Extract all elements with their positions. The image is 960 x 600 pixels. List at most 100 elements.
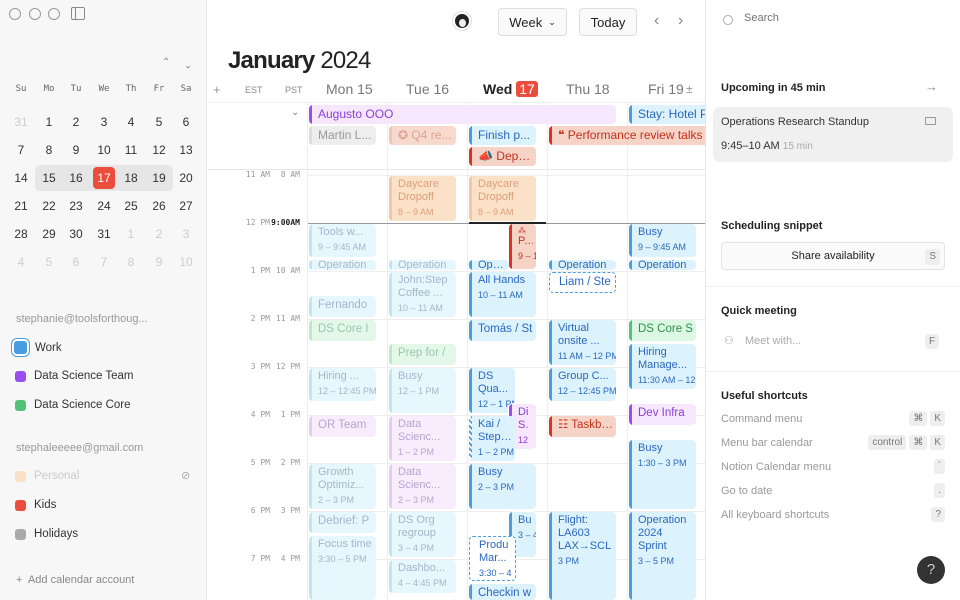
calendar-item-work[interactable]: Work	[14, 341, 62, 354]
calendar-event[interactable]: Busy 2 – 3 PM	[469, 464, 536, 509]
calendar-event[interactable]: Hiring Manage... 11:30 AM – 12	[629, 344, 696, 389]
calendar-event[interactable]: All Hands 10 – 11 AM	[469, 272, 536, 317]
mini-calendar-day[interactable]: 27	[179, 199, 193, 213]
calendar-event[interactable]: DS Core I	[309, 320, 376, 341]
mini-calendar-day[interactable]: 12	[152, 143, 166, 157]
calendar-event[interactable]: Debrief: P	[309, 512, 376, 533]
calendar-item-holidays[interactable]: Holidays	[14, 528, 78, 540]
shortcut-row[interactable]: All keyboard shortcuts?	[721, 507, 945, 522]
upcoming-event-card[interactable]: Operations Research Standup 9:45–10 AM 1…	[713, 107, 953, 162]
mini-calendar-day[interactable]: 5	[155, 115, 163, 129]
calendar-item-kids[interactable]: Kids	[14, 499, 56, 511]
calendar-event[interactable]: Operation	[389, 260, 456, 270]
calendar-event[interactable]: Daycare Dropoff 8 – 9 AM	[389, 176, 456, 221]
calendar-event[interactable]: Operation 2024 Sprint Planning 3 – 5 PM	[629, 512, 696, 600]
calendar-event[interactable]: DS Org regroup 3 – 4 PM	[389, 512, 456, 557]
mini-calendar-day[interactable]: 26	[152, 199, 166, 213]
meet-with-input[interactable]: Meet with...	[745, 335, 802, 347]
mini-calendar-day[interactable]: 5	[45, 255, 53, 269]
mini-calendar-day[interactable]: 16	[69, 171, 83, 185]
calendar-event[interactable]: ☷ Taskboa	[549, 416, 616, 437]
calendar-event[interactable]: ⁂P... 9 – 10 AM	[509, 224, 536, 269]
calendar-event[interactable]: Data Scienc... 2 – 3 PM	[389, 464, 456, 509]
mini-calendar-day[interactable]: 17	[93, 167, 115, 189]
calendar-event[interactable]: Busy 1:30 – 3 PM	[629, 440, 696, 509]
collapse-allday-chevron-icon[interactable]: ⌄	[291, 107, 300, 118]
mini-calendar-day[interactable]: 9	[155, 255, 163, 269]
day-header-fri[interactable]: Fri 19	[648, 81, 684, 97]
calendar-event[interactable]: Fernando	[309, 296, 376, 317]
calendar-event[interactable]: Checkin w	[469, 584, 536, 600]
arrow-right-icon[interactable]: →	[925, 79, 938, 94]
prev-week-chevron-left-icon[interactable]: ‹	[654, 12, 660, 29]
mini-calendar-day[interactable]: 8	[127, 255, 135, 269]
calendar-event[interactable]: Focus time 3:30 – 5 PM	[309, 536, 376, 600]
mini-calendar-day[interactable]: 2	[155, 227, 163, 241]
allday-event[interactable]: Augusto OOO	[309, 105, 616, 124]
calendar-color-swatch[interactable]	[15, 470, 26, 482]
calendar-event[interactable]: Produ Mar... 3:30 – 4	[469, 536, 516, 581]
calendar-event[interactable]: DS Qua... 12 – 1 PM	[469, 368, 515, 413]
zoom-window-button[interactable]	[48, 8, 60, 20]
mini-calendar-day[interactable]: 21	[14, 199, 28, 213]
mini-calendar-day[interactable]: 31	[14, 115, 28, 129]
mini-calendar-day[interactable]: 30	[69, 227, 83, 241]
shortcut-row[interactable]: Command menu ⌘ K	[721, 411, 945, 426]
add-timezone-plus-icon[interactable]: +	[213, 82, 221, 97]
calendar-event[interactable]: Operation	[549, 260, 616, 270]
mini-calendar-day[interactable]: 15	[42, 171, 56, 185]
mini-calendar-day[interactable]: 4	[127, 115, 135, 129]
mini-calendar-day[interactable]: 10	[179, 255, 193, 269]
calendar-event[interactable]: Dashbo... 4 – 4:45 PM	[389, 560, 456, 593]
calendar-item-personal[interactable]: Personal	[14, 470, 79, 482]
mini-calendar-day[interactable]: 11	[124, 143, 138, 157]
shortcut-row[interactable]: Menu bar calendar control ⌘ K	[721, 435, 945, 450]
mini-calendar-day[interactable]: 23	[69, 199, 83, 213]
mini-calendar-day[interactable]: 4	[17, 255, 25, 269]
minimize-window-button[interactable]	[29, 8, 41, 20]
prev-month-chevron-up-icon[interactable]: ⌃	[162, 57, 171, 68]
mini-calendar-day[interactable]: 22	[42, 199, 56, 213]
mini-calendar-day[interactable]: 19	[152, 171, 166, 185]
mini-calendar-day[interactable]: 10	[97, 143, 111, 157]
calendar-event[interactable]: Operation	[469, 260, 509, 270]
mini-calendar-day[interactable]: 25	[124, 199, 138, 213]
mini-calendar-day[interactable]: 13	[179, 143, 193, 157]
eye-slash-icon[interactable]: ⊘	[181, 470, 191, 482]
calendar-event[interactable]: Hiring ... 12 – 12:45 PM	[309, 368, 376, 401]
day-header-thu[interactable]: Thu 18	[566, 81, 610, 97]
calendar-color-swatch[interactable]	[14, 341, 27, 354]
day-header-wed[interactable]: Wed 17	[483, 81, 538, 97]
mini-calendar-day[interactable]: 7	[17, 143, 25, 157]
mini-calendar-day[interactable]: 6	[72, 255, 80, 269]
calendar-item-data-science-team[interactable]: Data Science Team	[14, 370, 134, 382]
allday-event[interactable]: Stay: Hotel P	[629, 105, 705, 124]
day-header-tue[interactable]: Tue 16	[406, 81, 449, 97]
mini-calendar-day[interactable]: 2	[72, 115, 80, 129]
mini-calendar-day[interactable]: 9	[72, 143, 80, 157]
share-availability-button[interactable]: Share availability S	[721, 242, 945, 270]
calendar-event[interactable]: Operation	[309, 260, 376, 270]
search-input[interactable]	[744, 12, 944, 24]
mini-calendar-day[interactable]: 1	[45, 115, 53, 129]
calendar-event[interactable]: Data Scienc... 1 – 2 PM	[389, 416, 456, 461]
mini-calendar-day[interactable]: 20	[179, 171, 193, 185]
calendar-event[interactable]: John:Step Coffee ... 10 – 11 AM	[389, 272, 456, 317]
mini-calendar-day[interactable]: 14	[14, 171, 28, 185]
view-dropdown[interactable]: Week ⌄	[498, 8, 567, 36]
mini-calendar-day[interactable]: 18	[124, 171, 138, 185]
calendar-event[interactable]: Liam / Ste	[549, 272, 616, 293]
calendar-event[interactable]: Flight: LA603 LAX→SCL 3 PM	[549, 512, 616, 600]
calendar-event[interactable]: DS Core S	[629, 320, 696, 341]
calendar-event[interactable]: Tools w... 9 – 9:45 AM	[309, 224, 376, 257]
calendar-color-swatch[interactable]	[15, 399, 26, 411]
allday-event[interactable]: 📣 Dept ...	[469, 147, 536, 166]
calendar-event[interactable]: Daycare Dropoff 8 – 9 AM	[469, 176, 536, 221]
mini-calendar-day[interactable]: 7	[100, 255, 108, 269]
today-button[interactable]: Today	[579, 8, 637, 36]
mini-calendar-day[interactable]: 8	[45, 143, 53, 157]
shortcut-row[interactable]: Notion Calendar menu `	[721, 459, 945, 474]
calendar-event[interactable]: Group C... 12 – 12:45 PM	[549, 368, 616, 401]
calendar-event[interactable]: Kai / Stepha 1 – 2 PM	[469, 416, 515, 461]
mini-calendar-day[interactable]: 3	[182, 227, 190, 241]
